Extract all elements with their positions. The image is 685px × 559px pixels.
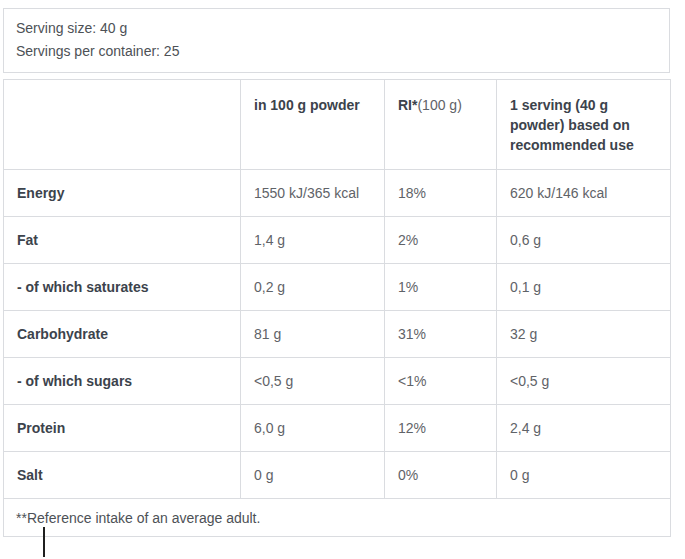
footnote-text: **Reference intake of an average adult.: [4, 499, 671, 537]
row-serving-value: 0 g: [497, 452, 671, 499]
row-label: Carbohydrate: [4, 311, 241, 358]
row-ri-value: 31%: [385, 311, 497, 358]
nutrition-facts-panel: Serving size: 40 g Servings per containe…: [3, 8, 671, 537]
row-label: Fat: [4, 217, 241, 264]
table-row-protein: Protein 6,0 g 12% 2,4 g: [4, 405, 671, 452]
row-ri-value: 1%: [385, 264, 497, 311]
header-row: in 100 g powder RI*(100 g) 1 serving (40…: [4, 80, 671, 170]
row-ri-value: 2%: [385, 217, 497, 264]
row-per100-value: 1550 kJ/365 kcal: [241, 170, 385, 217]
row-ri-value: <1%: [385, 358, 497, 405]
serving-info-box: Serving size: 40 g Servings per containe…: [3, 8, 670, 73]
row-label: Salt: [4, 452, 241, 499]
row-ri-value: 12%: [385, 405, 497, 452]
row-ri-value: 18%: [385, 170, 497, 217]
header-ri: RI*(100 g): [385, 80, 497, 170]
serving-size-text: Serving size: 40 g: [16, 17, 655, 40]
table-row-fat: Fat 1,4 g 2% 0,6 g: [4, 217, 671, 264]
servings-per-container-text: Servings per container: 25: [16, 40, 655, 63]
row-serving-value: <0,5 g: [497, 358, 671, 405]
row-ri-value: 0%: [385, 452, 497, 499]
row-per100-value: 0,2 g: [241, 264, 385, 311]
footnote-pointer-line: [43, 527, 45, 557]
row-serving-value: 0,6 g: [497, 217, 671, 264]
table-row-carbohydrate: Carbohydrate 81 g 31% 32 g: [4, 311, 671, 358]
header-ri-light: (100 g): [417, 97, 461, 113]
row-serving-value: 32 g: [497, 311, 671, 358]
row-serving-value: 620 kJ/146 kcal: [497, 170, 671, 217]
row-per100-value: 1,4 g: [241, 217, 385, 264]
header-per-100g: in 100 g powder: [241, 80, 385, 170]
row-serving-value: 0,1 g: [497, 264, 671, 311]
row-label: Protein: [4, 405, 241, 452]
footnote-row: **Reference intake of an average adult.: [4, 499, 671, 537]
nutrition-table: in 100 g powder RI*(100 g) 1 serving (40…: [3, 79, 671, 537]
row-per100-value: 81 g: [241, 311, 385, 358]
row-label: Energy: [4, 170, 241, 217]
table-row-salt: Salt 0 g 0% 0 g: [4, 452, 671, 499]
row-label: - of which saturates: [4, 264, 241, 311]
row-per100-value: <0,5 g: [241, 358, 385, 405]
table-row-sugars: - of which sugars <0,5 g <1% <0,5 g: [4, 358, 671, 405]
header-ri-bold: RI*: [398, 97, 417, 113]
row-per100-value: 6,0 g: [241, 405, 385, 452]
header-blank-cell: [4, 80, 241, 170]
row-serving-value: 2,4 g: [497, 405, 671, 452]
header-per-serving: 1 serving (40 g powder) based on recomme…: [497, 80, 671, 170]
row-per100-value: 0 g: [241, 452, 385, 499]
table-row-saturates: - of which saturates 0,2 g 1% 0,1 g: [4, 264, 671, 311]
table-row-energy: Energy 1550 kJ/365 kcal 18% 620 kJ/146 k…: [4, 170, 671, 217]
row-label: - of which sugars: [4, 358, 241, 405]
